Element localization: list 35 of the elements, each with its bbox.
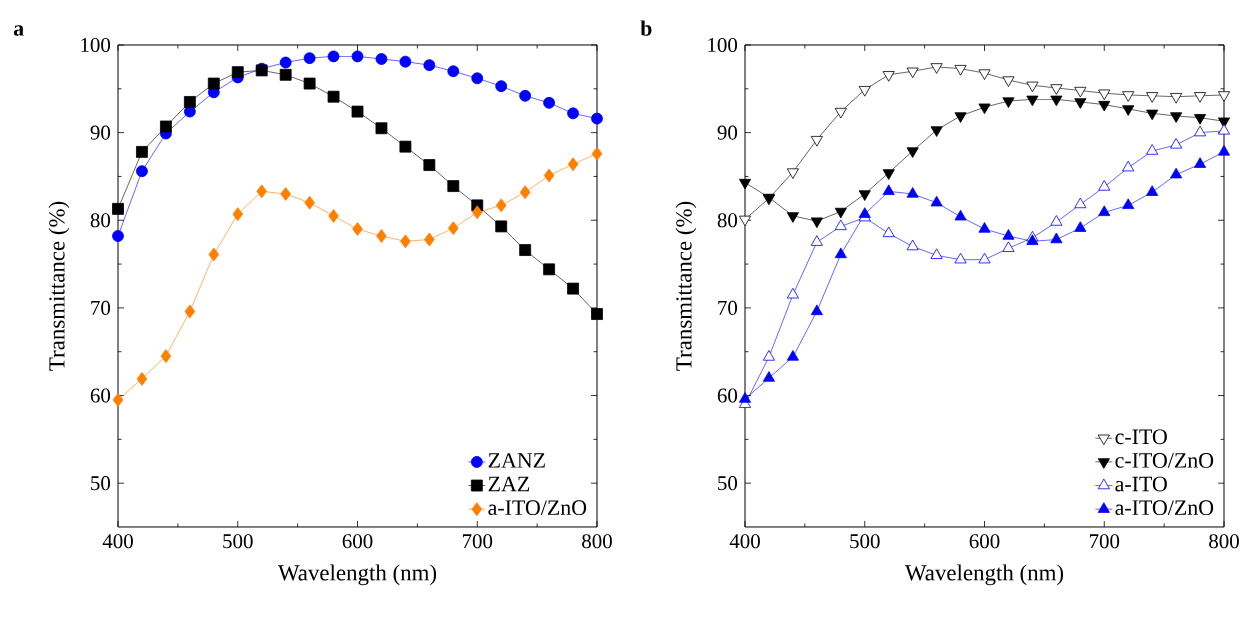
legend-label: a-ITO/ZnO: [1115, 500, 1214, 516]
y-axis-title: Transmittance (%): [675, 201, 697, 371]
y-tick-label: 100: [81, 37, 111, 53]
x-axis-title: Wavelength (nm): [904, 564, 1064, 586]
y-tick-label: 60: [717, 388, 738, 403]
legend-label: c-ITO/ZnO: [1115, 453, 1214, 468]
y-tick-label: 50: [718, 476, 738, 491]
text: b: [640, 20, 652, 36]
y-axis-title: Transmittance (%): [48, 201, 70, 371]
legend-label: a-ITO/ZnO: [488, 500, 587, 516]
x-tick-label: 600: [342, 534, 373, 549]
y-tick-label: 80: [90, 213, 111, 228]
x-tick-label: 500: [850, 534, 880, 549]
y-tick-label: 100: [708, 37, 738, 53]
y-tick-label: 50: [91, 476, 111, 491]
x-tick-label: 700: [1089, 534, 1120, 549]
legend-label: c-ITO: [1115, 429, 1167, 445]
x-tick-label: 800: [1209, 534, 1239, 549]
y-tick-label: 70: [718, 300, 738, 315]
x-tick-label: 700: [462, 534, 493, 549]
x-tick-label: 600: [969, 534, 1000, 549]
legend-label: ZANZ: [488, 453, 545, 468]
y-tick-label: 80: [717, 213, 738, 228]
legend-label: a-ITO: [1115, 476, 1167, 492]
x-axis-title: Wavelength (nm): [277, 564, 437, 586]
y-tick-label: 90: [90, 125, 111, 140]
x-tick-label: 400: [102, 534, 133, 549]
legend-label: ZAZ: [488, 476, 530, 492]
x-tick-label: 500: [223, 534, 253, 549]
y-tick-label: 90: [717, 125, 738, 140]
y-tick-label: 70: [91, 300, 111, 315]
y-tick-label: 60: [90, 388, 111, 403]
text: a: [13, 25, 24, 36]
x-tick-label: 400: [729, 534, 760, 549]
x-tick-label: 800: [582, 534, 612, 549]
